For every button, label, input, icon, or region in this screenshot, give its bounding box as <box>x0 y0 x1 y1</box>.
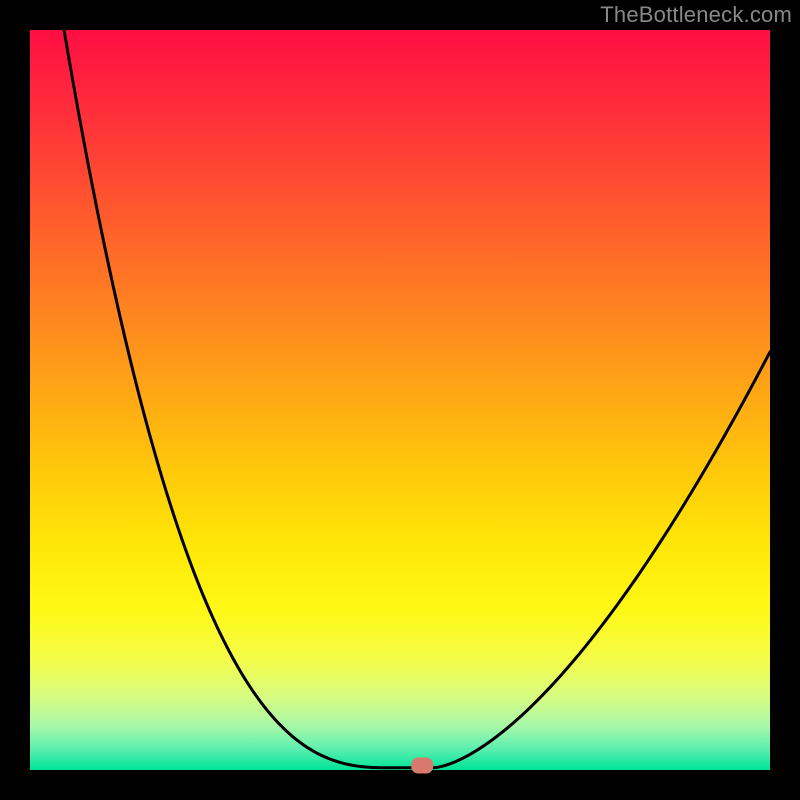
chart-stage: TheBottleneck.com <box>0 0 800 800</box>
bottleneck-chart <box>0 0 800 800</box>
watermark-text: TheBottleneck.com <box>600 2 792 28</box>
optimum-marker <box>411 758 433 774</box>
